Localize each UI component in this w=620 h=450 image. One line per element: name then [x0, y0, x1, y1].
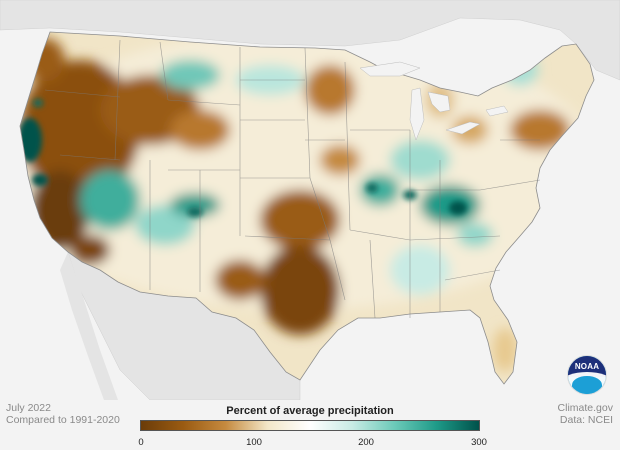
legend-tick-0: 0 — [138, 437, 144, 448]
precipitation-map — [0, 0, 620, 400]
footer-left: July 2022 Compared to 1991-2020 — [6, 402, 120, 426]
legend-tick-100: 100 — [246, 437, 262, 448]
source-data: Data: NCEI — [559, 414, 613, 426]
legend-color-bar — [140, 420, 480, 431]
date-label: July 2022 — [6, 402, 51, 414]
legend-title: Percent of average precipitation — [226, 405, 394, 417]
noaa-logo: NOAA — [567, 355, 607, 395]
baja-land — [60, 252, 118, 400]
state-borders — [44, 39, 541, 319]
footer-right: Climate.gov Data: NCEI — [558, 402, 613, 426]
great-lakes — [359, 61, 509, 141]
canada-land — [0, 0, 620, 81]
legend-tick-300: 300 — [471, 437, 487, 448]
legend-tick-200: 200 — [358, 437, 374, 448]
source-site: Climate.gov — [557, 402, 613, 414]
noaa-logo-text: NOAA — [574, 362, 600, 371]
baseline-label: Compared to 1991-2020 — [6, 414, 120, 426]
